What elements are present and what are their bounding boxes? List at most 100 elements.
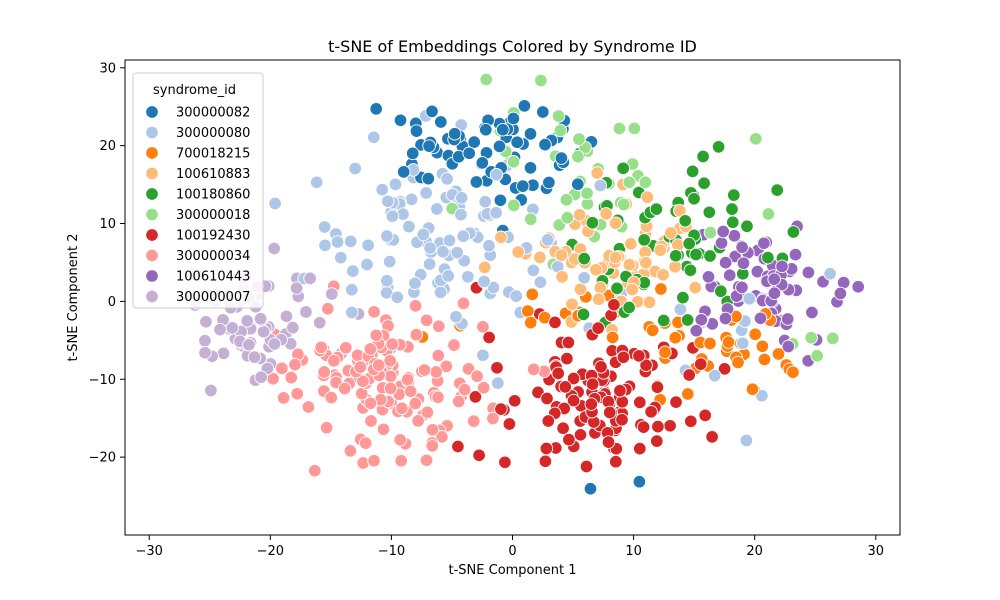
legend-marker — [145, 269, 159, 283]
scatter-point — [363, 342, 378, 356]
x-tick-label: 10 — [625, 544, 642, 559]
scatter-point — [343, 444, 358, 458]
scatter-point — [461, 362, 476, 376]
scatter-point — [478, 194, 492, 209]
scatter-point — [559, 192, 574, 207]
scatter-point — [317, 220, 332, 234]
scatter-point — [431, 390, 445, 404]
scatter-point — [534, 73, 548, 88]
scatter-point — [650, 380, 665, 394]
scatter-point — [633, 441, 647, 456]
scatter-point — [358, 436, 373, 450]
scatter-point — [309, 175, 324, 190]
scatter-point — [753, 311, 768, 326]
scatter-point — [718, 311, 733, 326]
y-tick-label: 0 — [108, 295, 116, 310]
scatter-point — [551, 109, 566, 123]
scatter-point — [308, 463, 322, 478]
scatter-point — [417, 363, 432, 377]
legend-label: 700018215 — [176, 147, 250, 162]
y-tick-label: −20 — [89, 451, 116, 466]
scatter-point — [651, 419, 665, 434]
legend-marker — [145, 289, 159, 304]
scatter-point — [486, 411, 500, 426]
scatter-point — [682, 368, 696, 382]
scatter-point — [602, 405, 617, 420]
scatter-point — [560, 351, 574, 366]
scatter-point — [703, 336, 717, 351]
scatter-point — [633, 395, 647, 410]
scatter-point — [788, 247, 803, 262]
scatter-point — [496, 122, 510, 137]
scatter-point — [343, 234, 358, 249]
scatter-point — [423, 241, 437, 255]
legend-label: 300000034 — [176, 249, 250, 264]
y-tick-label: −10 — [89, 373, 116, 388]
scatter-point — [383, 369, 398, 384]
scatter-point — [735, 336, 750, 351]
scatter-point — [767, 286, 782, 300]
scatter-point — [538, 454, 553, 469]
scatter-point — [573, 282, 588, 297]
scatter-point — [216, 346, 231, 361]
scatter-point — [476, 348, 490, 363]
scatter-point — [601, 435, 616, 449]
scatter-point — [698, 408, 712, 423]
scatter-point — [682, 236, 696, 251]
x-axis-label: t-SNE Component 1 — [449, 563, 577, 578]
scatter-point — [284, 370, 298, 385]
scatter-point — [658, 345, 672, 359]
scatter-point — [435, 430, 449, 444]
scatter-point — [542, 175, 556, 190]
scatter-point — [490, 361, 504, 375]
legend-label: 300000082 — [176, 106, 250, 121]
scatter-point — [382, 254, 397, 269]
scatter-point — [330, 235, 345, 249]
scatter-point — [353, 360, 368, 374]
scatter-point — [584, 397, 599, 411]
scatter-point — [748, 327, 762, 342]
scatter-point — [450, 245, 464, 260]
legend-label: 300000080 — [176, 126, 250, 141]
scatter-point — [482, 238, 496, 253]
scatter-point — [319, 420, 334, 435]
scatter-point — [303, 271, 317, 286]
scatter-point — [479, 122, 493, 137]
scatter-point — [276, 391, 291, 405]
scatter-point — [786, 225, 801, 239]
legend-label: 100610883 — [176, 167, 250, 182]
scatter-point — [767, 272, 781, 286]
scatter-point — [416, 227, 431, 242]
scatter-point — [680, 313, 695, 327]
scatter-point — [498, 455, 512, 470]
legend-marker — [145, 187, 159, 201]
scatter-point — [579, 459, 594, 474]
scatter-point — [318, 238, 332, 253]
scatter-point — [523, 161, 538, 175]
scatter-point — [639, 358, 653, 372]
scatter-point — [668, 249, 683, 263]
scatter-point — [506, 155, 521, 169]
scatter-point — [656, 313, 671, 328]
scatter-point — [823, 266, 837, 281]
scatter-point — [585, 215, 600, 230]
scatter-point — [489, 168, 504, 182]
scatter-point — [247, 350, 262, 364]
scatter-point — [449, 310, 463, 324]
scatter-point — [627, 121, 642, 136]
scatter-point — [617, 197, 631, 212]
scatter-point — [755, 339, 770, 354]
scatter-point — [321, 301, 335, 316]
scatter-point — [650, 434, 664, 448]
scatter-point — [402, 219, 416, 234]
legend-marker — [145, 248, 159, 263]
scatter-point — [324, 287, 339, 301]
scatter-point — [425, 423, 440, 437]
scatter-point — [289, 281, 304, 295]
scatter-point — [491, 376, 505, 390]
scatter-point — [616, 161, 630, 176]
scatter-point — [555, 270, 569, 284]
scatter-point — [509, 289, 523, 303]
scatter-point — [422, 139, 436, 153]
